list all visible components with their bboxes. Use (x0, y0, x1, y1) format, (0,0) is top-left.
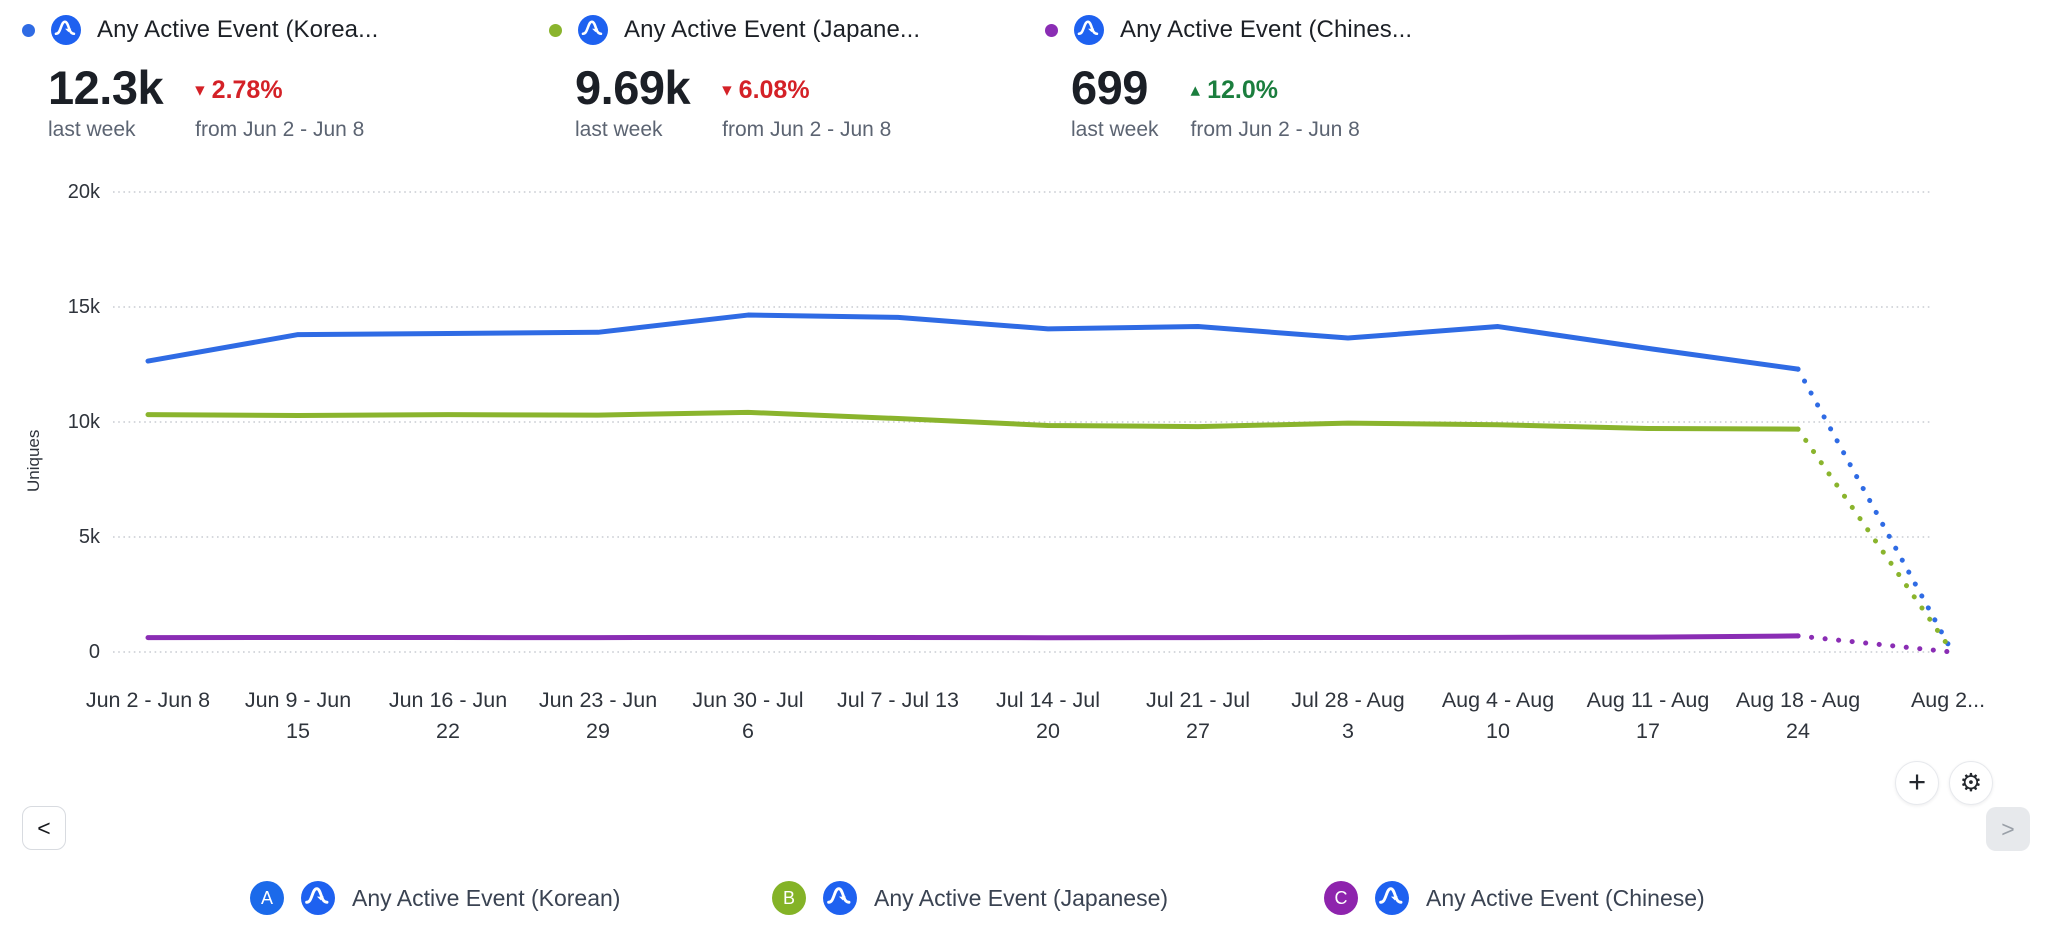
next-page-button-disabled[interactable]: > (1986, 807, 2030, 851)
series-badge-b: B (772, 881, 806, 915)
x-tick-label: Jun 30 - Jul 6 (692, 688, 804, 743)
change-percent: 2.78% (211, 76, 283, 104)
metric-compare-label: from Jun 2 - Jun 8 (195, 118, 365, 141)
series-color-dot (1045, 23, 1058, 37)
metric-card-korean: Any Active Event (Korea... 12.3k ▾ 2.78%… (20, 12, 378, 142)
change-percent: 6.08% (738, 76, 810, 104)
metric-change: ▾ 6.08% (722, 76, 891, 105)
series-color-dot (22, 23, 35, 37)
change-arrow-icon: ▴ (1190, 80, 1201, 101)
metric-value: 9.69k (575, 61, 691, 114)
metric-card-header: Any Active Event (Japane... (549, 12, 920, 48)
y-tick-label: 20k (67, 181, 100, 203)
metric-card-chinese: Any Active Event (Chines... 699 ▴ 12.0% … (1043, 12, 1412, 142)
metric-change: ▾ 2.78% (195, 76, 364, 105)
metric-period-label: last week (48, 118, 136, 141)
series-line-A[interactable] (145, 312, 1801, 372)
amplitude-icon (1074, 15, 1104, 45)
series-line-C[interactable] (145, 633, 1801, 641)
metric-period-label: last week (575, 118, 663, 141)
metric-card-title: Any Active Event (Chines... (1120, 16, 1413, 43)
gear-icon: ⚙ (1959, 769, 1983, 797)
y-tick-label: 10k (67, 411, 100, 433)
x-tick-label: Aug 2... (1910, 688, 1986, 712)
series-color-dot (549, 23, 562, 37)
legend-label: Any Active Event (Korean) (352, 884, 621, 911)
amplitude-icon (51, 15, 81, 45)
series-line-partial-A[interactable] (1795, 366, 1951, 647)
metric-card-japanese: Any Active Event (Japane... 9.69k ▾ 6.08… (547, 12, 920, 142)
y-tick-label: 0 (88, 641, 100, 663)
metric-values: 12.3k ▾ 2.78% last week from Jun 2 - Jun… (48, 62, 364, 142)
x-tick-label: Jun 23 - Jun 29 (538, 688, 658, 743)
legend-item-chinese[interactable]: C Any Active Event (Chinese) (1324, 872, 1705, 924)
metric-period-label: last week (1071, 118, 1159, 141)
x-tick-label: Aug 11 - Aug 17 (1586, 688, 1710, 743)
legend-item-korean[interactable]: A Any Active Event (Korean) (250, 872, 620, 924)
legend-item-japanese[interactable]: B Any Active Event (Japanese) (772, 872, 1168, 924)
x-tick-label: Jun 16 - Jun 22 (388, 688, 508, 743)
chevron-left-icon: < (37, 814, 51, 841)
metric-compare-label: from Jun 2 - Jun 8 (722, 118, 892, 141)
line-chart: Uniques 0 5k 10k 15k 20k Jun 2 - Jun 8 Jun 9 … (0, 140, 2048, 760)
amplitude-icon (1375, 881, 1409, 915)
metric-card-header: Any Active Event (Chines... (1045, 12, 1412, 48)
x-tick-label: Jun 9 - Jun 15 (244, 688, 352, 743)
x-tick-label: Jul 21 - Jul 27 (1146, 688, 1250, 743)
plus-icon: + (1907, 763, 1927, 799)
x-tick-label: Jul 14 - Jul 20 (996, 688, 1100, 743)
amplitude-icon (578, 15, 608, 45)
metric-compare-label: from Jun 2 - Jun 8 (1190, 118, 1360, 141)
metric-card-title: Any Active Event (Korea... (97, 16, 379, 43)
metric-card-title: Any Active Event (Japane... (624, 16, 921, 43)
amplitude-icon (301, 881, 335, 915)
legend-label: Any Active Event (Japanese) (874, 884, 1169, 911)
amplitude-icon (823, 881, 857, 915)
y-tick-label: 15k (67, 296, 100, 318)
x-tick-label: Jul 7 - Jul 13 (837, 688, 959, 712)
chart-plot-area[interactable] (0, 140, 2048, 680)
chevron-right-icon: > (2001, 815, 2015, 842)
prev-page-button[interactable]: < (22, 806, 66, 850)
change-percent: 12.0% (1207, 76, 1278, 104)
metric-values: 9.69k ▾ 6.08% last week from Jun 2 - Jun… (575, 62, 891, 142)
series-badge-c: C (1324, 881, 1358, 915)
metric-change: ▴ 12.0% (1191, 76, 1360, 105)
series-line-partial-B[interactable] (1795, 426, 1951, 649)
series-line-partial-C[interactable] (1795, 633, 1951, 655)
metric-value: 12.3k (48, 61, 164, 114)
change-arrow-icon: ▾ (722, 80, 732, 101)
metric-card-header: Any Active Event (Korea... (22, 12, 378, 48)
metric-values: 699 ▴ 12.0% last week from Jun 2 - Jun 8 (1071, 62, 1360, 142)
add-annotation-button[interactable]: + (1895, 761, 1939, 805)
x-tick-label: Jun 2 - Jun 8 (85, 688, 211, 712)
x-tick-label: Aug 18 - Aug 24 (1735, 688, 1861, 743)
metric-value: 699 (1071, 61, 1148, 114)
series-badge-a: A (250, 881, 284, 915)
series-line-B[interactable] (145, 409, 1801, 432)
y-tick-label: 5k (78, 526, 100, 548)
chart-settings-button[interactable]: ⚙ (1949, 761, 1993, 805)
change-arrow-icon: ▾ (195, 80, 205, 101)
legend-label: Any Active Event (Chinese) (1426, 884, 1705, 911)
x-tick-label: Jul 28 - Aug 3 (1291, 688, 1405, 743)
x-tick-label: Aug 4 - Aug 10 (1441, 688, 1555, 743)
